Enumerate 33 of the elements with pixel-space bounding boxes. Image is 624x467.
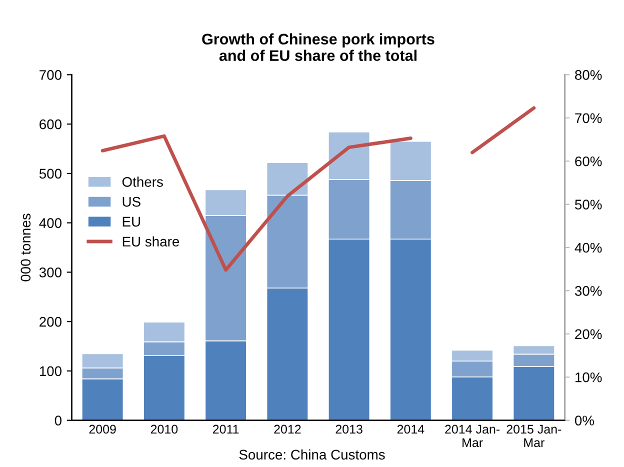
y2-tick-label: 60% bbox=[575, 156, 602, 166]
y2-tick-label: 40% bbox=[574, 242, 602, 253]
y2-tick-label: 80% bbox=[575, 70, 602, 80]
source-note: Source: China Customs bbox=[239, 449, 385, 460]
y-tick-label: 500 bbox=[39, 168, 62, 179]
legend-label: Others bbox=[122, 176, 163, 187]
y-axis-title: 000 tonnes bbox=[20, 214, 31, 282]
y-tick-label: 200 bbox=[40, 316, 62, 327]
y-tick-label: 600 bbox=[40, 119, 62, 130]
x-tick-label: 2014 Jan- Mar bbox=[445, 424, 500, 448]
y2-tick-label: 0% bbox=[574, 416, 594, 426]
y2-tick-label: 50% bbox=[575, 200, 602, 210]
line-series bbox=[100, 134, 412, 272]
x-tick-label: 2014 bbox=[397, 424, 424, 434]
chart-title: Growth of Chinese pork imports and of EU share of the total bbox=[202, 33, 434, 61]
x-tick-label: 2011 bbox=[213, 424, 239, 434]
y-tick-label: 700 bbox=[40, 70, 62, 80]
y-tick-label: 400 bbox=[39, 218, 62, 228]
y2-tick-label: 10% bbox=[576, 372, 602, 382]
x-tick-label: 2012 bbox=[274, 424, 301, 434]
x-tick-label: 2015 Jan- Mar bbox=[506, 424, 562, 448]
x-tick-label: 2010 bbox=[150, 424, 178, 434]
y2-tick-label: 20% bbox=[575, 329, 602, 340]
x-tick-label: 2009 bbox=[89, 424, 116, 434]
legend-label: US bbox=[122, 196, 140, 207]
x-tick-label: 2013 bbox=[336, 424, 362, 434]
y2-tick-label: 30% bbox=[574, 286, 602, 296]
legend-label: EU bbox=[122, 216, 140, 227]
y2-tick-label: 70% bbox=[575, 113, 602, 124]
legend-label: EU share bbox=[122, 236, 180, 247]
y-tick-label: 100 bbox=[40, 366, 62, 376]
y-tick-label: 0 bbox=[54, 416, 62, 426]
y-tick-label: 300 bbox=[39, 268, 62, 278]
